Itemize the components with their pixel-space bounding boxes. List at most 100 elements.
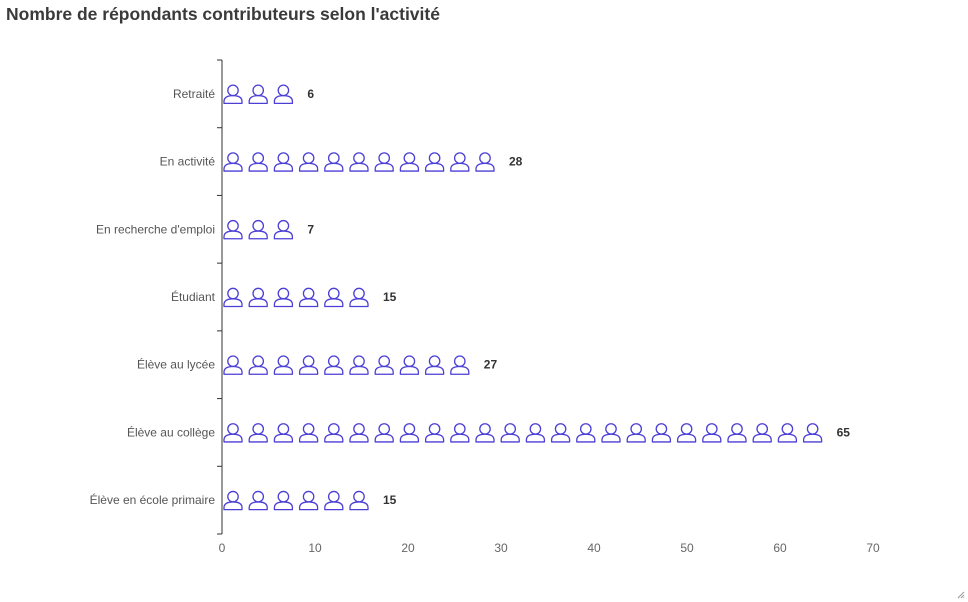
x-tick-label: 0 bbox=[219, 541, 226, 555]
category-label-eleve-au-college: Élève au collège bbox=[127, 424, 215, 439]
person-icon bbox=[500, 423, 520, 443]
person-icon bbox=[324, 287, 344, 308]
category-label-en-activite: En activité bbox=[160, 155, 216, 169]
value-label-en-recherche-d-emploi: 7 bbox=[307, 222, 314, 236]
value-label-eleve-au-lycee: 27 bbox=[484, 358, 498, 372]
person-icon bbox=[475, 152, 495, 172]
person-icon bbox=[374, 355, 394, 375]
x-tick-label: 40 bbox=[587, 541, 601, 555]
person-icon bbox=[349, 355, 369, 375]
person-icon bbox=[752, 423, 772, 443]
value-label-eleve-en-ecole-primaire: 15 bbox=[383, 493, 397, 507]
person-icon bbox=[676, 423, 697, 443]
person-icon bbox=[777, 423, 798, 443]
person-icon bbox=[450, 423, 470, 443]
person-icon bbox=[424, 423, 445, 443]
x-axis: 0 10 20 30 40 50 60 70 bbox=[219, 541, 880, 555]
bar-retraite[interactable] bbox=[223, 84, 294, 105]
person-icon bbox=[324, 152, 344, 172]
person-icon bbox=[273, 84, 294, 105]
person-icon bbox=[349, 152, 369, 172]
category-label-en-recherche-d-emploi: En recherche d'emploi bbox=[96, 222, 215, 236]
person-icon bbox=[601, 423, 621, 443]
person-icon bbox=[450, 152, 470, 172]
person-icon bbox=[223, 84, 243, 105]
person-icon bbox=[576, 423, 596, 443]
category-labels: Retraité En activité En recherche d'emploi… bbox=[90, 87, 216, 507]
value-label-en-activite: 28 bbox=[509, 155, 523, 169]
person-icon bbox=[248, 355, 268, 375]
person-icon bbox=[349, 423, 369, 443]
person-icon bbox=[223, 287, 243, 308]
person-icon bbox=[273, 219, 294, 240]
person-icon bbox=[248, 84, 268, 105]
person-icon bbox=[248, 287, 268, 308]
x-tick-label: 50 bbox=[680, 541, 694, 555]
bar-eleve-en-ecole-primaire[interactable] bbox=[223, 490, 369, 511]
person-icon bbox=[324, 490, 344, 511]
resize-grip-icon[interactable] bbox=[957, 591, 965, 599]
value-label-eleve-au-college: 65 bbox=[837, 425, 851, 439]
person-icon bbox=[550, 423, 571, 443]
person-icon bbox=[223, 152, 243, 172]
person-icon bbox=[273, 490, 294, 511]
x-tick-label: 60 bbox=[773, 541, 787, 555]
person-icon bbox=[349, 287, 369, 308]
person-icon bbox=[248, 219, 268, 240]
person-icon bbox=[273, 152, 294, 172]
person-icon bbox=[298, 152, 319, 172]
person-icon bbox=[525, 423, 546, 443]
person-icon bbox=[324, 355, 344, 375]
person-icon bbox=[626, 423, 646, 443]
category-label-etudiant: Étudiant bbox=[171, 289, 216, 304]
person-icon bbox=[399, 355, 420, 375]
person-icon bbox=[727, 423, 747, 443]
category-label-eleve-au-lycee: Élève au lycée bbox=[137, 357, 215, 372]
person-icon bbox=[298, 287, 319, 308]
person-icon bbox=[399, 152, 420, 172]
person-icon bbox=[475, 423, 495, 443]
person-icon bbox=[273, 423, 294, 443]
x-tick-label: 70 bbox=[866, 541, 880, 555]
category-label-retraite: Retraité bbox=[173, 87, 215, 101]
person-icon bbox=[223, 490, 243, 511]
bar-en-activite[interactable] bbox=[223, 152, 495, 172]
person-icon bbox=[399, 423, 420, 443]
chart-title: Nombre de répondants contributeurs selon… bbox=[6, 4, 440, 24]
value-label-retraite: 6 bbox=[307, 87, 314, 101]
person-icon bbox=[273, 287, 294, 308]
person-icon bbox=[298, 355, 319, 375]
person-icon bbox=[298, 423, 319, 443]
person-icon bbox=[424, 152, 445, 172]
person-icon bbox=[324, 423, 344, 443]
value-labels: 6 28 7 15 27 65 15 bbox=[307, 87, 850, 507]
person-icon bbox=[223, 219, 243, 240]
person-icon bbox=[374, 423, 394, 443]
person-icon bbox=[223, 355, 243, 375]
x-tick-label: 20 bbox=[401, 541, 415, 555]
bar-en-recherche-d-emploi[interactable] bbox=[223, 219, 294, 240]
person-icon bbox=[802, 423, 823, 443]
person-icon bbox=[298, 490, 319, 511]
person-icon bbox=[349, 490, 369, 511]
person-icon bbox=[702, 423, 722, 443]
person-icon bbox=[223, 423, 243, 443]
person-icon bbox=[248, 423, 268, 443]
person-icon bbox=[651, 423, 672, 443]
value-label-etudiant: 15 bbox=[383, 290, 397, 304]
y-axis bbox=[217, 59, 223, 535]
bar-eleve-au-lycee[interactable] bbox=[223, 355, 470, 375]
bar-etudiant[interactable] bbox=[223, 287, 369, 308]
category-label-eleve-en-ecole-primaire: Élève en école primaire bbox=[90, 492, 216, 507]
pictogram-bars bbox=[223, 84, 823, 511]
person-icon bbox=[450, 355, 470, 375]
person-icon bbox=[374, 152, 394, 172]
x-tick-label: 30 bbox=[494, 541, 508, 555]
person-icon bbox=[424, 355, 445, 375]
person-icon bbox=[273, 355, 294, 375]
bar-eleve-au-college[interactable] bbox=[223, 423, 823, 443]
person-icon bbox=[248, 490, 268, 511]
person-icon bbox=[248, 152, 268, 172]
x-tick-label: 10 bbox=[308, 541, 322, 555]
